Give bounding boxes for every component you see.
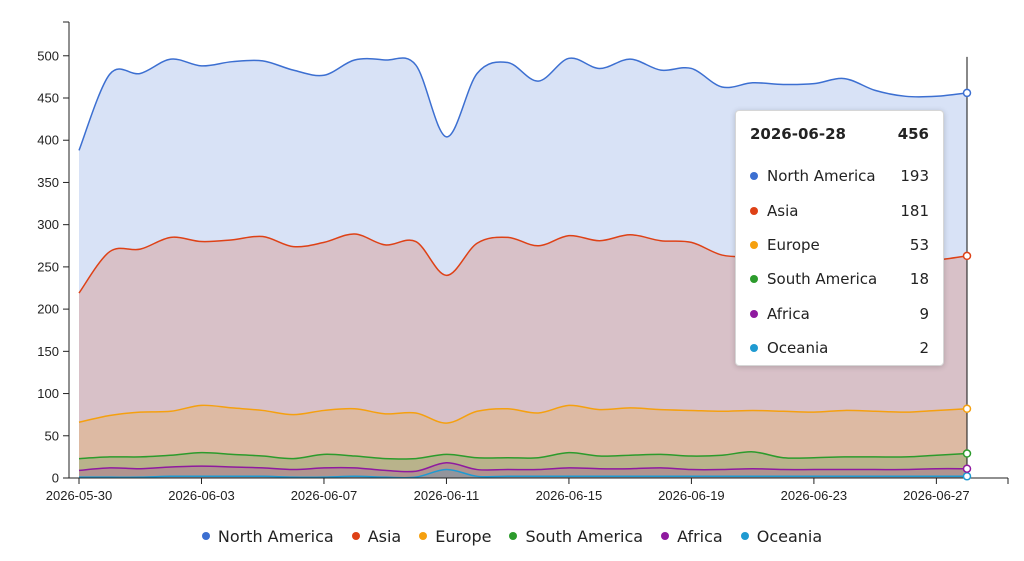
tooltip-row: Africa 9	[750, 297, 929, 331]
tooltip-row: Oceania 2	[750, 331, 929, 365]
x-tick-label: 2026-06-11	[414, 488, 480, 503]
tooltip-series-value: 2	[919, 339, 929, 358]
legend-dot-icon	[509, 532, 518, 540]
tooltip-series-value: 18	[909, 270, 929, 289]
legend-label: Africa	[677, 526, 723, 546]
tooltip-series-name: Europe	[767, 235, 820, 254]
series-dot-icon	[750, 275, 758, 284]
y-tick-label: 250	[37, 259, 59, 274]
line-north-america	[78, 57, 968, 151]
y-tick-label: 100	[37, 386, 59, 401]
line-south-america	[78, 451, 968, 460]
tooltip-row: North America 193	[750, 159, 929, 193]
y-tick-label: 150	[37, 344, 59, 359]
x-tick-label: 2026-06-19	[658, 488, 725, 503]
legend-dot-icon	[661, 532, 670, 540]
tooltip-row: Asia 181	[750, 193, 929, 227]
tooltip-series-value: 193	[900, 167, 929, 186]
legend-label: Asia	[367, 526, 402, 546]
hover-point-asia	[962, 251, 972, 261]
tooltip-header: 2026-06-28 456	[750, 125, 929, 145]
y-tick-label: 0	[52, 471, 59, 486]
tooltip-series-value: 53	[909, 235, 929, 254]
y-tick-label: 500	[37, 48, 59, 63]
legend-item-oceania[interactable]: Oceania	[740, 526, 823, 546]
hover-point-europe	[962, 404, 972, 414]
y-tick-label: 350	[37, 175, 59, 190]
tooltip-series-value: 181	[900, 201, 929, 220]
legend-label: Oceania	[756, 526, 823, 546]
tooltip: 2026-06-28 456 North America 193 Asia 181 Eu…	[735, 110, 944, 366]
hover-point-oceania	[962, 472, 972, 481]
tooltip-rows: North America 193 Asia 181 Europe 53 South Ame…	[750, 159, 929, 365]
legend-item-south-america[interactable]: South America	[509, 527, 643, 546]
y-tick-label: 300	[37, 217, 59, 232]
line-europe	[78, 404, 968, 424]
x-tick-label: 2026-06-03	[168, 488, 235, 503]
y-tick-label: 450	[37, 91, 59, 106]
y-tick-label: 400	[37, 133, 59, 148]
series-dot-icon	[750, 309, 758, 318]
legend-dot-icon	[201, 532, 210, 540]
series-dot-icon	[750, 206, 758, 215]
tooltip-series-name: North America	[767, 167, 876, 186]
hover-point-africa	[962, 464, 972, 473]
legend-item-asia[interactable]: Asia	[351, 526, 402, 546]
tooltip-series-name: Africa	[767, 304, 810, 323]
legend-dot-icon	[419, 532, 428, 540]
legend-dot-icon	[740, 532, 749, 540]
y-tick-label: 200	[37, 302, 59, 317]
legend-label: Europe	[435, 526, 492, 546]
tooltip-series-name: Asia	[767, 201, 799, 220]
area-europe	[79, 405, 967, 478]
tooltip-total: 456	[897, 125, 929, 143]
x-tick-label: 2026-06-15	[536, 488, 603, 503]
legend-item-north-america[interactable]: North America	[201, 526, 334, 546]
x-tick-label: 2026-06-07	[291, 488, 358, 503]
line-africa	[78, 462, 968, 473]
series-dot-icon	[750, 344, 758, 353]
line-oceania	[78, 468, 967, 479]
legend-item-europe[interactable]: Europe	[419, 527, 491, 546]
hover-point-north-america	[962, 88, 972, 98]
legend-label: North America	[217, 526, 334, 546]
series-dot-icon	[750, 240, 758, 249]
y-tick-label: 50	[45, 428, 59, 443]
legend-item-africa[interactable]: Africa	[661, 527, 723, 546]
legend: North America Asia Europe South America Afri…	[0, 524, 1024, 548]
hover-point-south-america	[962, 449, 972, 458]
x-tick-label: 2026-05-30	[46, 488, 113, 503]
tooltip-series-name: Oceania	[767, 339, 829, 358]
series-dot-icon	[750, 172, 758, 181]
axes: 0 50 100 150 200 250 300 350 400 450 500 2026-05-30…	[37, 21, 1009, 503]
x-tick-label: 2026-06-27	[903, 488, 970, 503]
tooltip-row: Europe 53	[750, 228, 929, 262]
tooltip-series-value: 9	[919, 304, 929, 323]
tooltip-series-name: South America	[767, 270, 878, 289]
legend-dot-icon	[351, 532, 360, 540]
tooltip-row: South America 18	[750, 262, 929, 296]
tooltip-date: 2026-06-28	[750, 125, 846, 143]
x-tick-label: 2026-06-23	[781, 488, 848, 503]
legend-label: South America	[525, 526, 644, 546]
hover-marker	[962, 56, 972, 481]
